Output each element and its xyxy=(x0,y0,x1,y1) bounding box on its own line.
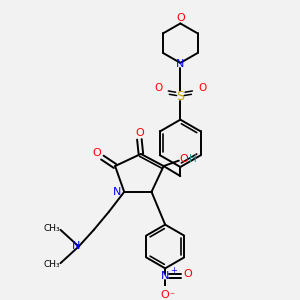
Text: CH₃: CH₃ xyxy=(43,224,60,233)
Text: CH₃: CH₃ xyxy=(43,260,60,269)
Text: O: O xyxy=(92,148,101,158)
Text: H: H xyxy=(189,154,197,164)
Text: O: O xyxy=(198,83,206,93)
Text: O: O xyxy=(154,83,163,93)
Text: N: N xyxy=(176,59,184,69)
Text: O: O xyxy=(161,290,170,300)
Text: N: N xyxy=(113,187,122,197)
Text: N: N xyxy=(71,241,80,250)
Text: +: + xyxy=(170,266,177,275)
Text: O: O xyxy=(176,13,185,23)
Text: S: S xyxy=(176,90,184,103)
Text: O: O xyxy=(179,154,188,164)
Text: ⁻: ⁻ xyxy=(169,291,174,300)
Text: O: O xyxy=(183,269,192,279)
Text: O: O xyxy=(135,128,144,138)
Text: N: N xyxy=(161,271,170,281)
